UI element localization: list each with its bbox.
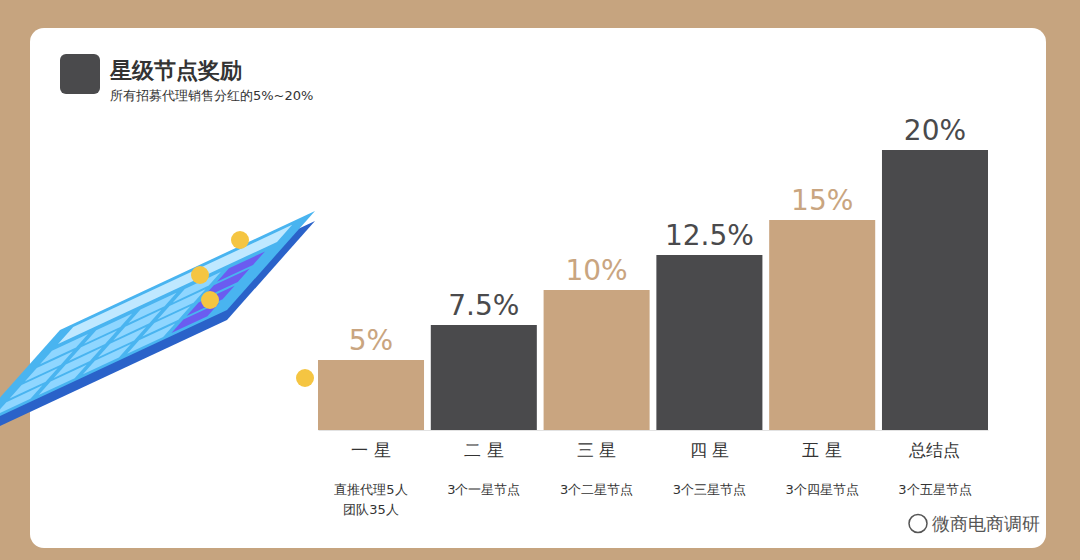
chart-root: 星级节点奖励所有招募代理销售分红的5%~20% 5% 7.5% 10% 12.5% 15%… <box>0 0 1080 560</box>
tick: 一 星 <box>351 430 390 460</box>
subtitle: 所有招募代理销售分红的5%~20% <box>110 88 313 103</box>
annotation-icon <box>909 515 927 533</box>
bar <box>882 150 988 430</box>
tick: 五 星 <box>802 430 841 460</box>
data-label: 15% <box>791 184 853 217</box>
description: 3个四星节点 <box>786 482 859 497</box>
data-labels: 5% 7.5% 10% 12.5% 15% 20% <box>349 114 966 357</box>
description: 3个一星节点 <box>447 482 520 497</box>
bar <box>318 360 424 430</box>
data-label: 20% <box>904 114 966 147</box>
illustration-key <box>83 344 131 374</box>
data-label: 10% <box>565 254 627 287</box>
tick: 四 星 <box>690 430 729 460</box>
illustration-coin <box>191 266 209 284</box>
illustration-coin <box>231 231 249 249</box>
tick: 二 星 <box>464 430 503 460</box>
descriptions: 直推代理5人团队35人 3个一星节点 3个二星节点 3个三星节点 3个四星节点 3个五星节… <box>334 482 971 517</box>
title-icon <box>60 54 100 94</box>
tick-label: 一 星 <box>351 440 390 460</box>
description: 直推代理5人 <box>334 482 407 497</box>
bar <box>544 290 650 430</box>
annotation: 微商电商调研 <box>932 513 1040 534</box>
description: 3个二星节点 <box>560 482 633 497</box>
axis-line <box>319 430 989 431</box>
illustration-key <box>127 323 175 353</box>
illustration-coin <box>296 369 314 387</box>
data-label: 5% <box>349 324 393 357</box>
bar <box>769 220 875 430</box>
tick-label: 五 星 <box>802 440 841 460</box>
description: 3个五星节点 <box>898 482 971 497</box>
illustration-key <box>39 365 87 395</box>
tick-label: 四 星 <box>690 440 729 460</box>
illustration-body <box>0 211 315 429</box>
description: 团队35人 <box>343 502 399 517</box>
illustration-coin <box>201 291 219 309</box>
tick: 总结点 <box>908 430 960 460</box>
title: 星级节点奖励 <box>109 58 242 83</box>
bar <box>431 325 537 430</box>
bars <box>318 150 988 430</box>
description: 3个三星节点 <box>673 482 746 497</box>
illustration-key <box>0 385 42 415</box>
illustration-screen <box>58 225 292 344</box>
illustration <box>0 211 315 439</box>
tick-label: 三 星 <box>577 440 616 460</box>
tick-label: 二 星 <box>464 440 503 460</box>
x-axis: 一 星 二 星 三 星 四 星 五 星 总结点 <box>319 430 989 460</box>
data-label: 7.5% <box>448 289 519 322</box>
bar <box>656 255 762 430</box>
tick-label: 总结点 <box>908 440 960 460</box>
background <box>0 0 1080 560</box>
tick: 三 星 <box>577 430 616 460</box>
data-label: 12.5% <box>665 219 754 252</box>
